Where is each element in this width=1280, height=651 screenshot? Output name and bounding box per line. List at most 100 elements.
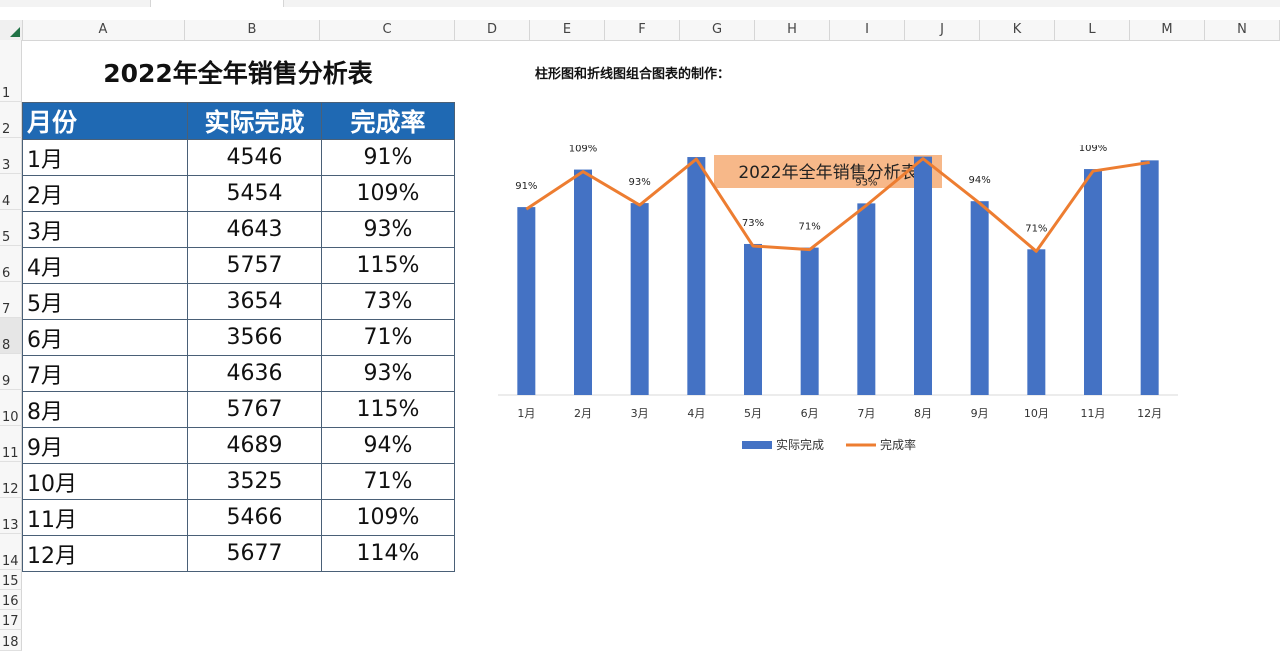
cell-rate[interactable]: 109% bbox=[321, 499, 455, 536]
bar-1[interactable] bbox=[517, 207, 536, 395]
header-actual[interactable]: 实际完成 bbox=[187, 102, 322, 140]
cell-actual[interactable]: 4546 bbox=[187, 139, 322, 176]
column-header-n[interactable]: N bbox=[1205, 20, 1280, 40]
row-header-8[interactable]: 8 bbox=[0, 318, 22, 354]
column-header-m[interactable]: M bbox=[1130, 20, 1205, 40]
cell-month[interactable]: 7月 bbox=[22, 355, 188, 392]
column-header-a[interactable]: A bbox=[22, 20, 185, 40]
column-header-f[interactable]: F bbox=[605, 20, 680, 40]
row-header-2[interactable]: 2 bbox=[0, 102, 22, 138]
row-number: 17 bbox=[2, 614, 19, 629]
column-header-i[interactable]: I bbox=[830, 20, 905, 40]
combo-chart[interactable]: 2022年全年销售分析表 1月 2月 3月 4月 5月 6月 7月 8月 9月 10月 11月 12月 9… bbox=[480, 145, 1200, 475]
row-header-5[interactable]: 5 bbox=[0, 210, 22, 246]
header-rate[interactable]: 完成率 bbox=[321, 102, 455, 140]
bar-12[interactable] bbox=[1140, 160, 1159, 395]
cell-rate[interactable]: 114% bbox=[321, 535, 455, 572]
bar-4[interactable] bbox=[687, 157, 706, 395]
cell-month[interactable]: 6月 bbox=[22, 319, 188, 356]
row-header-6[interactable]: 6 bbox=[0, 246, 22, 282]
cell-month[interactable]: 2月 bbox=[22, 175, 188, 212]
bar-11[interactable] bbox=[1084, 169, 1102, 395]
select-all-corner[interactable] bbox=[0, 20, 23, 40]
cell-rate[interactable]: 91% bbox=[321, 139, 455, 176]
column-header-b[interactable]: B bbox=[185, 20, 320, 40]
cell-month[interactable]: 1月 bbox=[22, 139, 188, 176]
bar-5[interactable] bbox=[744, 243, 762, 395]
cell-month[interactable]: 12月 bbox=[22, 535, 188, 572]
cell-actual[interactable]: 5767 bbox=[187, 391, 322, 428]
column-header-j[interactable]: J bbox=[905, 20, 980, 40]
cell-month[interactable]: 10月 bbox=[22, 463, 188, 500]
cell-rate[interactable]: 94% bbox=[321, 427, 455, 464]
cell-month[interactable]: 11月 bbox=[22, 499, 188, 536]
row-header-3[interactable]: 3 bbox=[0, 138, 22, 174]
cell-rate[interactable]: 93% bbox=[321, 211, 455, 248]
cell-rate[interactable]: 71% bbox=[321, 463, 455, 500]
column-header-h[interactable]: H bbox=[755, 20, 830, 40]
cell-rate[interactable]: 73% bbox=[321, 283, 455, 320]
cell-month[interactable]: 9月 bbox=[22, 427, 188, 464]
column-header-c[interactable]: C bbox=[320, 20, 455, 40]
x-tick-label: 12月 bbox=[1137, 407, 1162, 420]
cell-actual[interactable]: 3654 bbox=[187, 283, 322, 320]
cell-rate[interactable]: 93% bbox=[321, 355, 455, 392]
rate-data-label: 94% bbox=[969, 175, 991, 186]
cell-month[interactable]: 5月 bbox=[22, 283, 188, 320]
row-header-1[interactable]: 1 bbox=[0, 40, 22, 102]
column-header-e[interactable]: E bbox=[530, 20, 605, 40]
header-month[interactable]: 月份 bbox=[22, 102, 188, 140]
row-header-15[interactable]: 15 bbox=[0, 570, 22, 590]
cell-actual[interactable]: 4643 bbox=[187, 211, 322, 248]
bar-7[interactable] bbox=[857, 203, 876, 395]
cell-month[interactable]: 3月 bbox=[22, 211, 188, 248]
rate-line[interactable] bbox=[525, 157, 1150, 253]
cell-actual[interactable]: 5466 bbox=[187, 499, 322, 536]
cell-actual[interactable]: 5454 bbox=[187, 175, 322, 212]
table-row: 10月 3525 71% bbox=[22, 463, 455, 500]
cell-rate[interactable]: 71% bbox=[321, 319, 455, 356]
x-tick-label: 9月 bbox=[971, 407, 989, 420]
row-number: 10 bbox=[2, 410, 19, 425]
bar-10[interactable] bbox=[1027, 249, 1046, 395]
x-tick-label: 7月 bbox=[857, 407, 875, 420]
table-row: 4月 5757 115% bbox=[22, 247, 455, 284]
bar-3[interactable] bbox=[630, 203, 649, 395]
cell-month[interactable]: 8月 bbox=[22, 391, 188, 428]
cell-actual[interactable]: 4689 bbox=[187, 427, 322, 464]
bar-9[interactable] bbox=[970, 201, 989, 395]
row-number: 15 bbox=[2, 574, 19, 589]
column-header-l[interactable]: L bbox=[1055, 20, 1130, 40]
row-header-12[interactable]: 12 bbox=[0, 462, 22, 498]
row-header-4[interactable]: 4 bbox=[0, 174, 22, 210]
cell-rate[interactable]: 109% bbox=[321, 175, 455, 212]
row-header-14[interactable]: 14 bbox=[0, 534, 22, 570]
row-number: 5 bbox=[2, 230, 11, 245]
bar-2[interactable] bbox=[574, 169, 592, 395]
cell-actual[interactable]: 3525 bbox=[187, 463, 322, 500]
bar-8[interactable] bbox=[914, 156, 932, 395]
cell-rate[interactable]: 115% bbox=[321, 247, 455, 284]
sheet-tab-stub[interactable] bbox=[150, 0, 284, 7]
cell-actual[interactable]: 4636 bbox=[187, 355, 322, 392]
cell-rate[interactable]: 115% bbox=[321, 391, 455, 428]
cell-month[interactable]: 4月 bbox=[22, 247, 188, 284]
column-header-d[interactable]: D bbox=[455, 20, 530, 40]
row-header-7[interactable]: 7 bbox=[0, 282, 22, 318]
cell-actual[interactable]: 3566 bbox=[187, 319, 322, 356]
row-header-13[interactable]: 13 bbox=[0, 498, 22, 534]
cell-actual[interactable]: 5757 bbox=[187, 247, 322, 284]
row-header-10[interactable]: 10 bbox=[0, 390, 22, 426]
column-header-k[interactable]: K bbox=[980, 20, 1055, 40]
sheet-title: 2022年全年销售分析表 bbox=[103, 59, 373, 88]
cell-actual[interactable]: 5677 bbox=[187, 535, 322, 572]
row-header-11[interactable]: 11 bbox=[0, 426, 22, 462]
row-header-9[interactable]: 9 bbox=[0, 354, 22, 390]
bar-6[interactable] bbox=[800, 247, 819, 395]
column-header-g[interactable]: G bbox=[680, 20, 755, 40]
row-number: 7 bbox=[2, 302, 11, 317]
row-number: 2 bbox=[2, 122, 11, 137]
row-header-17[interactable]: 17 bbox=[0, 610, 22, 630]
row-header-18[interactable]: 18 bbox=[0, 630, 22, 651]
row-header-16[interactable]: 16 bbox=[0, 590, 22, 610]
